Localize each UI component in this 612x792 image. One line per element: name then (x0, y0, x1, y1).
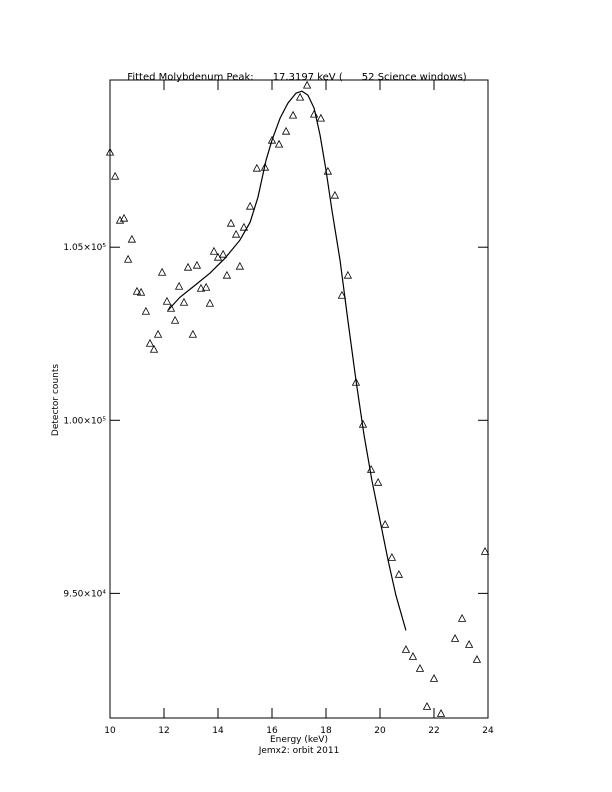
subtitle: Jemx2: orbit 2011 (258, 746, 340, 756)
data-point (123, 254, 133, 263)
x-tick-label: 10 (104, 726, 116, 736)
data-point (394, 569, 404, 578)
data-point (480, 547, 490, 555)
data-point (281, 126, 291, 135)
data-point (464, 640, 474, 648)
data-point (209, 246, 219, 255)
data-point (205, 298, 215, 307)
x-axis-label: Energy (keV) (270, 735, 328, 745)
data-point (401, 645, 411, 653)
data-point (226, 218, 236, 227)
data-point (422, 702, 432, 710)
data-point (337, 290, 347, 299)
data-point (450, 634, 460, 642)
data-point (201, 282, 211, 291)
data-point (105, 147, 115, 156)
data-point (145, 338, 155, 347)
data-point (166, 303, 176, 312)
data-point (222, 270, 232, 279)
x-tick-label: 12 (158, 726, 169, 736)
data-point (179, 297, 189, 306)
data-point (330, 190, 340, 199)
data-point (235, 261, 245, 270)
data-point (127, 234, 137, 243)
data-point (343, 270, 353, 279)
data-point (436, 709, 446, 717)
data-point (231, 229, 241, 238)
data-point (149, 344, 159, 353)
data-point (170, 315, 180, 324)
data-point (429, 674, 439, 682)
data-point (380, 519, 390, 528)
data-point (153, 329, 163, 338)
data-point (192, 260, 202, 269)
chart-title: Fitted Molybdenum Peak: 17.3197 keV ( 52… (127, 72, 467, 83)
x-tick-label: 18 (320, 726, 332, 736)
data-point (274, 139, 284, 148)
data-point (132, 286, 142, 295)
y-tick-label: 1.05×10⁵ (63, 243, 106, 253)
data-point (239, 222, 249, 231)
x-tick-label: 24 (482, 726, 494, 736)
fit-curve (167, 90, 407, 631)
data-point (316, 113, 326, 122)
data-point (245, 201, 255, 210)
data-point (387, 552, 397, 561)
data-point (157, 267, 167, 276)
data-point (302, 80, 312, 89)
x-tick-label: 22 (428, 726, 439, 736)
data-point (115, 215, 125, 224)
data-point (183, 262, 193, 271)
y-tick-label: 9.50×10⁴ (63, 589, 106, 599)
y-tick-label: 1.00×10⁵ (63, 416, 106, 426)
data-point (457, 614, 467, 622)
data-point (252, 163, 262, 172)
data-point (119, 213, 129, 222)
data-point (136, 287, 146, 296)
x-tick-label: 14 (212, 726, 224, 736)
data-point (110, 171, 120, 180)
data-point (188, 329, 198, 338)
data-point (408, 652, 418, 660)
data-point (218, 249, 228, 258)
data-point (141, 306, 151, 315)
data-point (351, 377, 361, 386)
x-tick-label: 20 (374, 726, 386, 736)
data-point (196, 283, 206, 292)
data-point (162, 296, 172, 305)
data-point (288, 110, 298, 119)
data-point (295, 92, 305, 101)
data-point (415, 664, 425, 672)
data-point (267, 135, 277, 144)
data-point (373, 477, 383, 486)
data-point (472, 655, 482, 663)
y-axis-label: Detector counts (51, 364, 61, 436)
data-point (260, 162, 270, 171)
data-point (174, 281, 184, 290)
plot-frame (109, 79, 489, 719)
x-tick-label: 16 (266, 726, 278, 736)
